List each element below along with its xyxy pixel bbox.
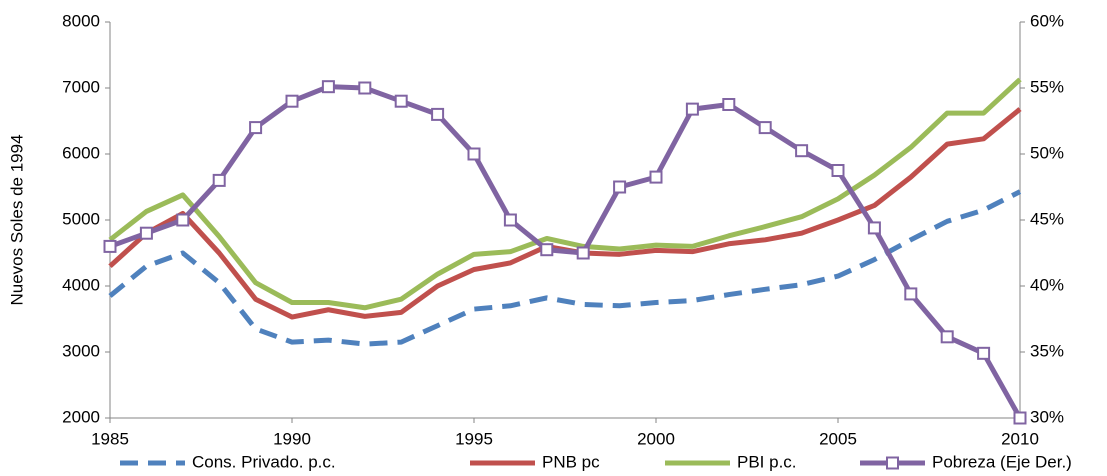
y-tick-label: 8000: [62, 11, 100, 30]
y2-tick-label: 45%: [1030, 209, 1064, 228]
point-marker: [940, 330, 954, 344]
point-marker: [467, 147, 481, 161]
x-tick-label: 2005: [819, 429, 857, 448]
y-tick-label: 3000: [62, 341, 100, 360]
point-marker: [795, 144, 809, 158]
point-marker: [831, 164, 845, 177]
point-marker: [321, 80, 335, 94]
point-marker: [431, 107, 445, 121]
point-marker: [503, 213, 517, 227]
y2-tick-label: 35%: [1030, 341, 1064, 360]
point-marker: [867, 221, 881, 235]
point-marker: [358, 81, 372, 95]
y-tick-label: 6000: [62, 143, 100, 162]
point-marker: [176, 213, 190, 227]
point-marker: [977, 346, 991, 360]
legend-label: PBI p.c.: [737, 452, 797, 471]
y-tick-label: 5000: [62, 209, 100, 228]
point-marker: [758, 121, 772, 135]
y2-tick-label: 30%: [1030, 407, 1064, 426]
y2-tick-label: 55%: [1030, 77, 1064, 96]
point-marker: [685, 102, 699, 116]
legend-label: PNB pc: [542, 452, 600, 471]
point-marker: [576, 246, 590, 260]
x-tick-label: 1995: [455, 429, 493, 448]
x-tick-label: 1985: [91, 429, 129, 448]
point-marker: [139, 226, 153, 240]
y2-tick-label: 60%: [1030, 11, 1064, 30]
legend-label: Cons. Privado. p.c.: [192, 452, 336, 471]
series-line: [109, 84, 1023, 420]
x-tick-label: 2000: [637, 429, 675, 448]
y-tick-label: 7000: [62, 77, 100, 96]
point-marker: [212, 173, 226, 187]
x-tick-label: 1990: [273, 429, 311, 448]
point-marker: [904, 287, 918, 301]
legend-label: Pobreza (Eje Der.): [932, 452, 1072, 471]
point-marker: [540, 243, 554, 257]
point-marker: [722, 98, 736, 111]
y2-tick-label: 50%: [1030, 143, 1064, 162]
point-marker: [394, 94, 408, 108]
series-line: [108, 189, 1022, 347]
point-marker: [613, 180, 627, 194]
point-marker: [285, 94, 299, 108]
point-marker: [1013, 411, 1027, 425]
point-marker: [103, 239, 117, 253]
legend-marker: [886, 456, 899, 470]
y-tick-label: 4000: [62, 275, 100, 294]
point-marker: [649, 170, 663, 184]
point-marker: [249, 121, 263, 135]
x-tick-label: 2010: [1001, 429, 1039, 448]
y-tick-label: 2000: [62, 407, 100, 426]
y-axis-title: Nuevos Soles de 1994: [7, 134, 26, 305]
y2-tick-label: 40%: [1030, 275, 1064, 294]
series-line: [108, 77, 1022, 311]
